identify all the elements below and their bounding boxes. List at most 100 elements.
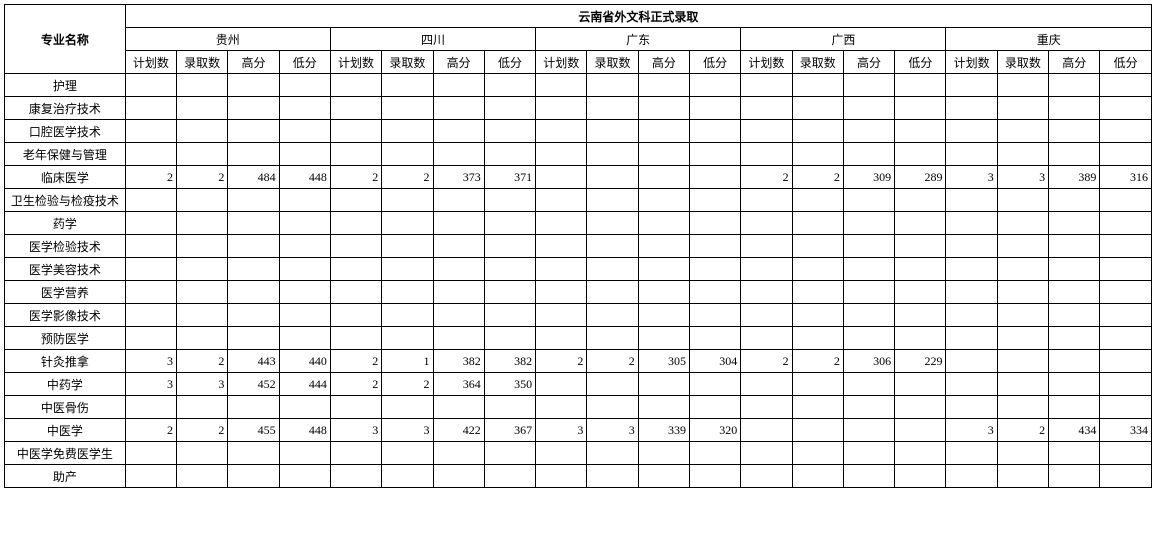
data-cell	[843, 258, 894, 281]
data-cell	[946, 97, 997, 120]
data-cell	[125, 235, 176, 258]
data-cell	[638, 396, 689, 419]
data-cell	[997, 235, 1048, 258]
data-cell	[433, 74, 484, 97]
sub-header: 录取数	[792, 51, 843, 74]
data-cell	[125, 74, 176, 97]
data-cell	[125, 327, 176, 350]
data-cell: 3	[997, 166, 1048, 189]
data-cell	[843, 327, 894, 350]
data-cell	[382, 396, 433, 419]
data-cell	[1049, 442, 1100, 465]
data-cell	[741, 143, 792, 166]
table-row: 临床医学22484448223733712230928933389316	[5, 166, 1152, 189]
data-cell	[279, 442, 330, 465]
sub-header: 低分	[689, 51, 740, 74]
data-cell	[587, 442, 638, 465]
data-cell: 3	[177, 373, 228, 396]
province-header: 贵州	[125, 28, 330, 51]
data-cell	[587, 166, 638, 189]
data-cell	[330, 327, 381, 350]
sub-header: 低分	[1100, 51, 1152, 74]
data-cell: 309	[843, 166, 894, 189]
data-cell	[689, 281, 740, 304]
major-name-cell: 药学	[5, 212, 126, 235]
data-cell: 455	[228, 419, 279, 442]
data-cell	[228, 97, 279, 120]
data-cell	[997, 74, 1048, 97]
data-cell	[484, 442, 535, 465]
data-cell	[587, 97, 638, 120]
data-cell	[587, 212, 638, 235]
major-name-cell: 预防医学	[5, 327, 126, 350]
data-cell: 371	[484, 166, 535, 189]
sub-header: 录取数	[177, 51, 228, 74]
data-cell	[484, 235, 535, 258]
data-cell	[382, 120, 433, 143]
data-cell	[1100, 143, 1152, 166]
data-cell	[382, 465, 433, 488]
data-cell	[228, 442, 279, 465]
data-cell	[946, 235, 997, 258]
data-cell	[279, 304, 330, 327]
data-cell	[843, 120, 894, 143]
data-cell	[1049, 120, 1100, 143]
data-cell	[587, 304, 638, 327]
data-cell	[228, 189, 279, 212]
table-title: 云南省外文科正式录取	[125, 5, 1151, 28]
data-cell	[1049, 327, 1100, 350]
data-cell	[330, 235, 381, 258]
data-cell: 334	[1100, 419, 1152, 442]
data-cell	[536, 373, 587, 396]
data-cell	[330, 281, 381, 304]
data-cell: 350	[484, 373, 535, 396]
data-cell	[895, 396, 946, 419]
data-cell	[792, 235, 843, 258]
data-cell	[1049, 465, 1100, 488]
table-row: 护理	[5, 74, 1152, 97]
data-cell	[792, 419, 843, 442]
major-name-cell: 助产	[5, 465, 126, 488]
data-cell	[177, 465, 228, 488]
data-cell	[433, 235, 484, 258]
data-cell: 2	[587, 350, 638, 373]
data-cell: 3	[330, 419, 381, 442]
data-cell	[638, 120, 689, 143]
data-cell	[587, 189, 638, 212]
major-name-cell: 中药学	[5, 373, 126, 396]
data-cell: 1	[382, 350, 433, 373]
major-name-cell: 医学影像技术	[5, 304, 126, 327]
data-cell	[279, 74, 330, 97]
data-cell	[741, 212, 792, 235]
data-cell	[792, 120, 843, 143]
data-cell	[433, 327, 484, 350]
data-cell	[792, 74, 843, 97]
data-cell: 448	[279, 419, 330, 442]
data-cell	[536, 166, 587, 189]
data-cell	[484, 143, 535, 166]
data-cell	[484, 74, 535, 97]
data-cell	[177, 258, 228, 281]
data-cell: 3	[125, 373, 176, 396]
data-cell: 422	[433, 419, 484, 442]
data-cell	[536, 304, 587, 327]
data-cell: 2	[330, 373, 381, 396]
data-cell	[997, 396, 1048, 419]
data-cell	[587, 235, 638, 258]
data-cell	[1100, 212, 1152, 235]
sub-header: 计划数	[125, 51, 176, 74]
data-cell	[997, 143, 1048, 166]
major-name-cell: 康复治疗技术	[5, 97, 126, 120]
data-cell	[177, 189, 228, 212]
data-cell	[997, 304, 1048, 327]
data-cell	[1100, 350, 1152, 373]
data-cell: 289	[895, 166, 946, 189]
data-cell	[1100, 189, 1152, 212]
data-cell	[792, 281, 843, 304]
data-cell	[177, 212, 228, 235]
data-cell	[279, 465, 330, 488]
data-cell	[330, 396, 381, 419]
data-cell	[741, 120, 792, 143]
data-cell	[484, 465, 535, 488]
data-cell	[279, 120, 330, 143]
